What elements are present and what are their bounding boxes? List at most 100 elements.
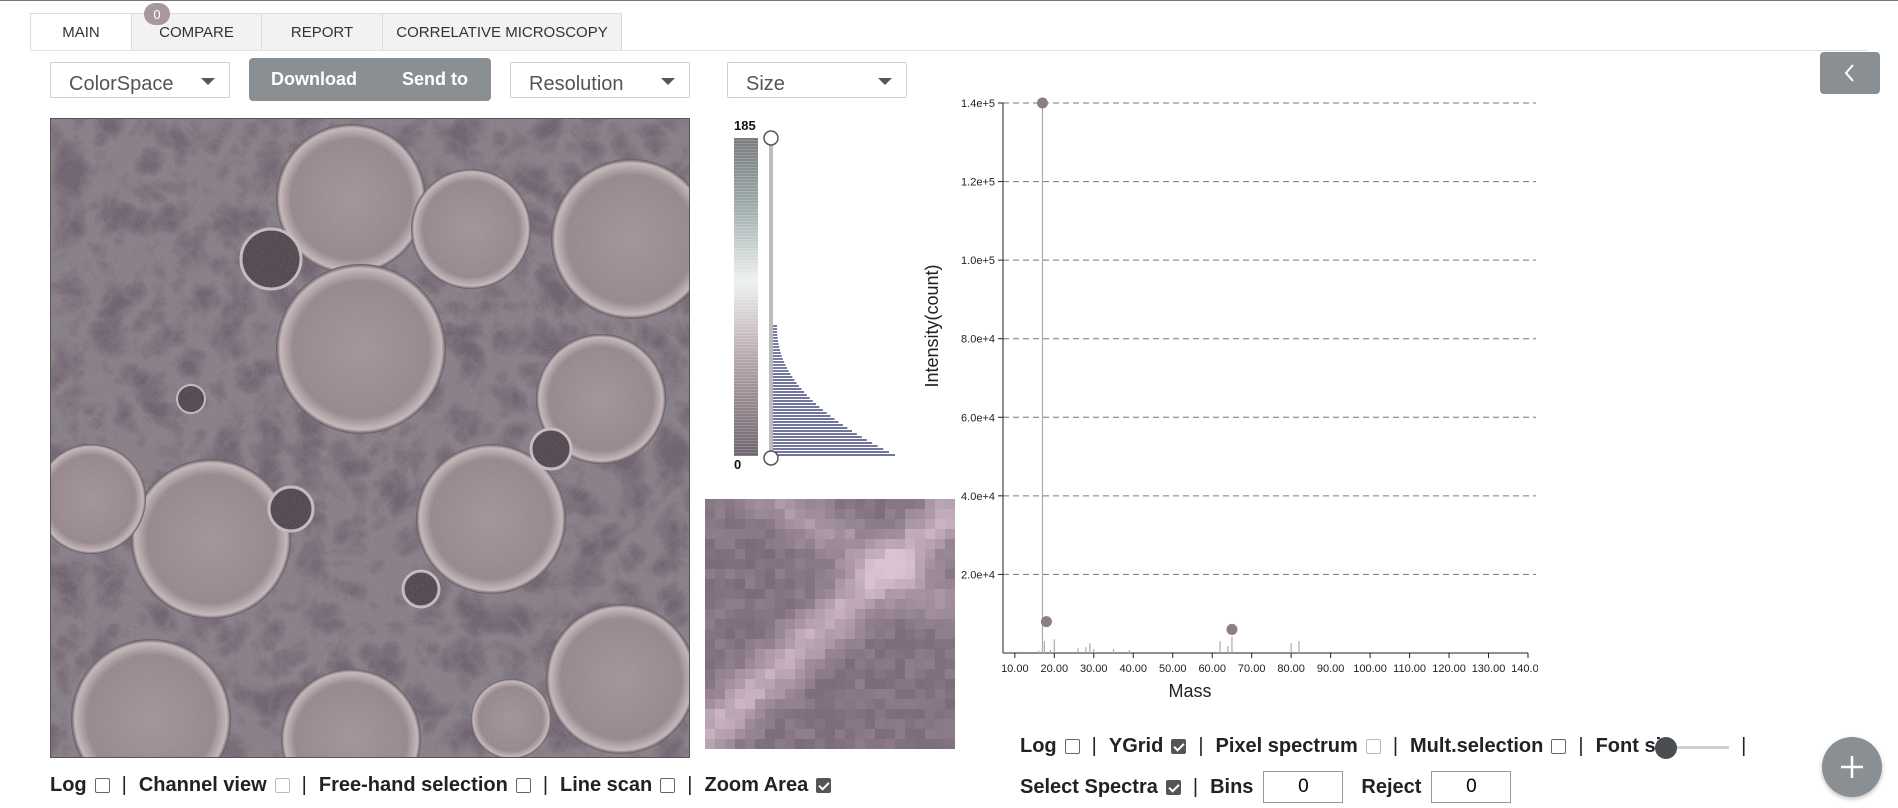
zoom-pixel <box>745 519 755 529</box>
zoom-pixel <box>885 689 895 699</box>
zoom-pixel <box>895 729 905 739</box>
zoom-pixel <box>915 669 925 679</box>
size-dropdown[interactable]: Size <box>727 62 907 98</box>
zoom-pixel <box>845 519 855 529</box>
zoom-area-checkbox[interactable] <box>816 778 832 793</box>
peak-marker[interactable] <box>1036 97 1048 109</box>
download-button[interactable]: Download <box>271 69 357 89</box>
zoom-pixel <box>875 539 885 549</box>
zoom-pixel <box>715 599 725 609</box>
zoom-pixel <box>925 499 935 509</box>
zoom-pixel <box>735 499 745 509</box>
zoom-pixel <box>905 739 915 749</box>
zoom-pixel <box>705 549 715 559</box>
zoom-pixel <box>845 509 855 519</box>
zoom-pixel <box>705 669 715 679</box>
zoom-pixel <box>815 689 825 699</box>
zoom-pixel <box>905 549 915 559</box>
y-axis-label: Intensity(count) <box>922 264 942 387</box>
zoom-pixel <box>925 529 935 539</box>
mult-selection-label: Mult.selection <box>1410 735 1544 757</box>
zoom-pixel <box>745 709 755 719</box>
resolution-dropdown[interactable]: Resolution <box>510 62 690 98</box>
zoom-pixel <box>725 589 735 599</box>
zoom-pixel <box>885 699 895 709</box>
line-scan-checkbox[interactable] <box>660 778 676 793</box>
peak-marker[interactable] <box>1040 616 1052 628</box>
zoom-area-image[interactable] <box>705 499 955 749</box>
zoom-pixel <box>795 669 805 679</box>
zoom-pixel <box>775 619 785 629</box>
pixel-spectrum-checkbox[interactable] <box>1365 739 1381 754</box>
send-to-button[interactable]: Send to <box>402 69 468 89</box>
zoom-pixel <box>765 519 775 529</box>
zoom-pixel <box>815 549 825 559</box>
zoom-pixel <box>795 689 805 699</box>
spectrum-log-checkbox[interactable] <box>1064 739 1080 754</box>
range-min-handle[interactable] <box>763 450 779 466</box>
zoom-pixel <box>765 739 775 749</box>
add-button[interactable] <box>1822 737 1882 797</box>
zoom-pixel <box>755 609 765 619</box>
zoom-pixel <box>925 639 935 649</box>
zoom-pixel <box>885 559 895 569</box>
zoom-pixel <box>745 719 755 729</box>
zoom-pixel <box>795 579 805 589</box>
ion-image[interactable] <box>50 118 690 758</box>
zoom-pixel <box>905 709 915 719</box>
x-tick-label: 140.00 <box>1511 663 1538 675</box>
tab-correlative-microscopy[interactable]: CORRELATIVE MICROSCOPY <box>382 13 622 51</box>
mult-selection-checkbox[interactable] <box>1551 739 1567 754</box>
zoom-pixel <box>865 619 875 629</box>
x-axis-label: Mass <box>1168 681 1211 701</box>
x-tick-label: 110.00 <box>1393 663 1426 675</box>
zoom-pixel <box>765 689 775 699</box>
zoom-pixel <box>725 689 735 699</box>
select-spectra-checkbox[interactable] <box>1165 779 1181 795</box>
zoom-pixel <box>745 629 755 639</box>
zoom-pixel <box>835 689 845 699</box>
ygrid-checkbox[interactable] <box>1171 739 1187 754</box>
zoom-pixel <box>835 609 845 619</box>
zoom-pixel <box>825 669 835 679</box>
zoom-pixel <box>835 529 845 539</box>
zoom-pixel <box>865 609 875 619</box>
zoom-pixel <box>745 739 755 749</box>
zoom-pixel <box>805 679 815 689</box>
separator: | <box>1192 775 1199 798</box>
mass-spectrum-chart[interactable]: 2.0e+4 4.0e+4 6.0e+4 8.0e+4 1.0e+5 1.2e+5 1.4e… <box>918 91 1545 711</box>
zoom-pixel <box>745 579 755 589</box>
log-checkbox[interactable] <box>94 778 110 793</box>
zoom-pixel <box>715 559 725 569</box>
zoom-pixel <box>815 499 825 509</box>
bins-label: Bins <box>1210 775 1254 798</box>
tab-main[interactable]: MAIN <box>30 13 132 51</box>
peak-marker[interactable] <box>1226 623 1238 635</box>
zoom-pixel <box>915 559 925 569</box>
tab-compare[interactable]: COMPARE <box>131 13 262 51</box>
chevron-left-icon <box>1844 64 1854 82</box>
zoom-pixel <box>905 539 915 549</box>
zoom-pixel <box>815 699 825 709</box>
zoom-pixel <box>795 709 805 719</box>
reject-input[interactable] <box>1431 771 1512 803</box>
collapse-panel-button[interactable] <box>1820 52 1880 94</box>
zoom-pixel <box>705 569 715 579</box>
colorspace-dropdown[interactable]: ColorSpace <box>50 62 230 98</box>
zoom-pixel <box>855 719 865 729</box>
font-size-slider[interactable] <box>1655 736 1730 759</box>
channel-view-checkbox[interactable] <box>274 778 290 793</box>
slider-thumb[interactable] <box>1655 736 1678 759</box>
zoom-pixel <box>925 719 935 729</box>
range-max-handle[interactable] <box>763 130 779 146</box>
bins-input[interactable] <box>1263 771 1344 803</box>
tab-report[interactable]: REPORT <box>261 13 383 51</box>
zoom-pixel <box>785 679 795 689</box>
zoom-pixel <box>705 609 715 619</box>
zoom-pixel <box>725 549 735 559</box>
font-size-label: Font siz <box>1595 735 1672 757</box>
zoom-pixel <box>855 709 865 719</box>
zoom-pixel <box>865 699 875 709</box>
freehand-selection-checkbox[interactable] <box>515 778 531 793</box>
zoom-pixel <box>895 589 905 599</box>
